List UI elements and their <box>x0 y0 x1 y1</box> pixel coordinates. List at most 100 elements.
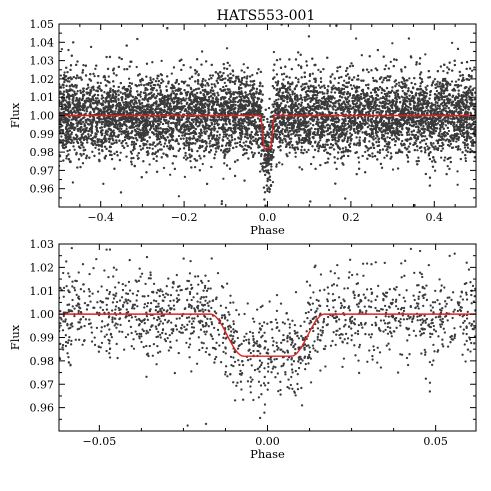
data-point <box>242 141 245 144</box>
data-point <box>307 148 310 152</box>
data-point <box>213 122 216 126</box>
data-point <box>82 63 85 67</box>
data-point <box>298 139 301 142</box>
data-point <box>444 124 448 127</box>
data-point <box>374 137 377 140</box>
data-point <box>228 147 231 150</box>
data-point <box>196 91 199 95</box>
data-point <box>132 140 136 144</box>
data-point <box>433 169 437 172</box>
data-point <box>280 73 284 76</box>
data-point <box>146 133 149 136</box>
data-point <box>282 72 286 75</box>
data-point <box>218 133 222 136</box>
data-point <box>400 70 403 73</box>
data-point <box>464 159 468 163</box>
data-point <box>222 133 226 136</box>
data-point <box>449 117 452 120</box>
data-point <box>177 134 181 138</box>
data-point <box>185 97 188 100</box>
data-point <box>65 157 68 160</box>
data-point <box>424 135 427 138</box>
data-point <box>332 128 336 131</box>
data-point <box>317 121 320 124</box>
chart-title: HATS553-001 <box>217 8 316 24</box>
data-point <box>189 160 192 163</box>
data-point <box>94 67 97 71</box>
data-point <box>449 223 451 225</box>
data-point <box>456 183 459 186</box>
data-point <box>434 105 437 108</box>
data-point <box>138 128 141 131</box>
data-point <box>442 69 445 73</box>
data-point <box>92 110 96 113</box>
data-point <box>160 59 163 62</box>
data-point <box>388 101 392 104</box>
data-point <box>387 102 390 106</box>
data-point <box>450 80 454 83</box>
data-point <box>217 74 220 77</box>
data-point <box>216 115 219 119</box>
data-point <box>459 148 462 151</box>
data-point <box>341 83 345 87</box>
data-point <box>225 47 229 50</box>
data-point <box>348 132 352 135</box>
data-point <box>470 69 474 72</box>
data-point <box>76 90 79 93</box>
data-point <box>152 127 156 130</box>
data-point <box>269 178 272 182</box>
data-point <box>440 98 444 101</box>
data-point <box>459 84 463 87</box>
data-point <box>386 136 389 139</box>
data-point <box>366 149 369 152</box>
data-point <box>103 110 107 113</box>
data-point <box>266 130 269 134</box>
data-point <box>347 102 350 106</box>
data-point <box>430 143 433 147</box>
data-point <box>376 150 379 154</box>
data-point <box>436 80 439 83</box>
data-point <box>107 75 110 78</box>
data-point <box>222 177 225 180</box>
data-point <box>346 73 350 76</box>
data-point <box>151 147 154 150</box>
data-point <box>162 166 166 170</box>
data-point <box>357 161 361 164</box>
data-point <box>185 111 188 115</box>
data-point <box>71 181 75 184</box>
data-point <box>354 37 358 40</box>
data-point <box>456 170 459 173</box>
data-point <box>436 122 440 125</box>
data-point <box>266 189 269 193</box>
data-point <box>385 214 387 216</box>
data-point <box>96 97 99 100</box>
data-point <box>389 152 393 155</box>
data-point <box>127 77 131 80</box>
data-point <box>81 162 85 165</box>
data-point <box>260 149 263 152</box>
data-point <box>326 127 330 130</box>
data-point <box>180 102 183 105</box>
data-point <box>300 145 304 148</box>
data-point <box>384 100 387 103</box>
data-point <box>380 91 383 95</box>
data-point <box>382 78 385 82</box>
data-point <box>114 100 118 103</box>
data-point <box>393 134 397 137</box>
data-point <box>379 97 382 100</box>
data-point <box>240 122 243 125</box>
data-point <box>130 152 134 155</box>
data-point <box>63 71 66 74</box>
data-point <box>446 66 449 69</box>
data-point <box>317 68 320 72</box>
data-point <box>375 141 378 144</box>
data-point <box>65 125 68 129</box>
data-point <box>303 131 306 134</box>
data-point <box>413 17 415 19</box>
data-point <box>89 45 93 49</box>
data-point <box>60 48 64 51</box>
data-point <box>148 163 151 166</box>
data-point <box>407 145 410 148</box>
data-point <box>364 150 367 154</box>
